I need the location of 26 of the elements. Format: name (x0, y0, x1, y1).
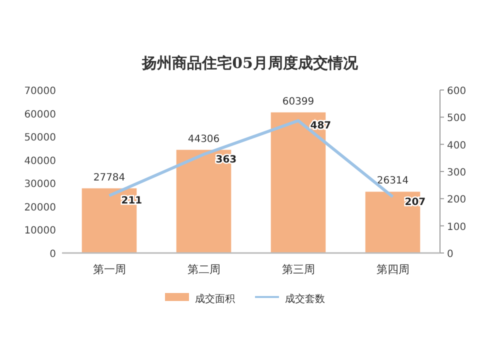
y-tick-label: 70000 (24, 86, 56, 97)
y-tick-label: 20000 (24, 202, 56, 214)
y2-tick-label: 400 (447, 140, 466, 152)
chart-title: 扬州商品住宅05月周度成交情况 (141, 54, 359, 72)
data-label: 60399 (282, 96, 314, 108)
y2-tick-label: 600 (447, 86, 466, 97)
y2-tick-label: 300 (447, 168, 466, 178)
x-tick-label: 第四周 (376, 263, 410, 276)
y-tick-label: 40000 (24, 156, 56, 167)
y-tick-label: 50000 (24, 132, 56, 144)
y2-tick-label: 200 (447, 194, 466, 206)
y2-tick-label: 500 (447, 113, 466, 124)
y-tick-label: 10000 (24, 226, 56, 237)
data-label: 44306 (188, 134, 220, 145)
legend-label: 成交面积 (195, 293, 235, 305)
y-tick-label: 60000 (24, 109, 56, 120)
y-tick-label: 0 (50, 249, 56, 260)
x-tick-label: 第二周 (187, 263, 220, 276)
y2-tick-label: 0 (447, 249, 454, 260)
data-label: 27784 (93, 172, 126, 184)
legend-label: 成交套数 (285, 293, 325, 305)
y2-tick-label: 100 (447, 222, 466, 233)
data-label: 26314 (376, 176, 409, 187)
x-tick-label: 第一周 (92, 263, 126, 276)
y-tick-label: 30000 (24, 179, 56, 190)
x-tick-label: 第三周 (282, 263, 315, 276)
